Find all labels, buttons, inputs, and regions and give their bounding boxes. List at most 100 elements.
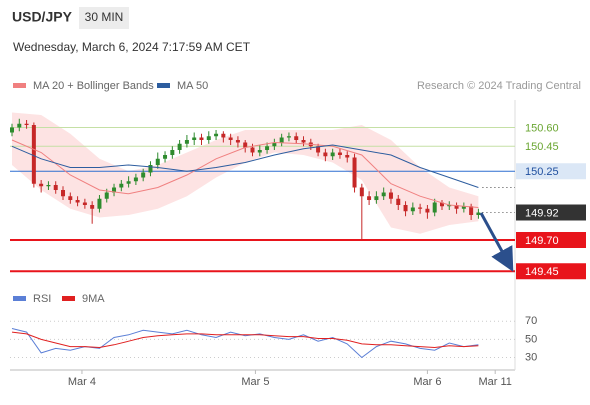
level-label-box (516, 263, 586, 280)
candle-body (367, 196, 372, 200)
candle-body (279, 137, 284, 143)
legend-label: MA 50 (177, 80, 208, 92)
candle-body (46, 185, 51, 187)
candle-body (425, 208, 430, 213)
candle-body (141, 172, 146, 178)
candle-body (316, 146, 321, 153)
candle-body (61, 190, 66, 197)
candle-body (374, 196, 379, 200)
candle-body (381, 192, 386, 197)
y-tick-label: 30 (525, 351, 537, 363)
candle-body (104, 192, 109, 199)
candle-body (31, 125, 36, 184)
level-label: 149.45 (525, 266, 559, 278)
candle-body (250, 147, 255, 153)
candle-body (418, 207, 423, 209)
candle-body (228, 137, 233, 140)
candle-body (432, 202, 437, 213)
level-label-box (516, 204, 586, 221)
candle-body (119, 183, 124, 188)
candle-body (447, 205, 452, 207)
candle-body (403, 205, 408, 212)
candle-body (257, 150, 262, 153)
candle-body (345, 155, 350, 158)
legend-swatch (13, 296, 26, 301)
y-tick-label: 70 (525, 315, 537, 327)
bollinger-band (12, 112, 479, 234)
candle-body (82, 202, 87, 205)
candle-body (461, 206, 466, 209)
x-tick-label: Mar 4 (68, 376, 96, 388)
candle-body (126, 181, 131, 184)
candle-body (148, 165, 153, 173)
candle-body (337, 152, 342, 155)
level-label-box (516, 232, 586, 248)
x-tick-label: Mar 5 (241, 376, 269, 388)
level-label: 150.45 (525, 141, 559, 153)
candle-body (24, 123, 29, 125)
candle-body (323, 152, 328, 157)
candle-body (97, 198, 102, 209)
candle-body (214, 133, 219, 137)
candle-body (359, 187, 364, 197)
candle-body (112, 187, 117, 193)
candle-body (192, 137, 197, 140)
timeframe: 30 MIN (85, 10, 124, 24)
forecast-arrow (479, 212, 514, 272)
candle-body (476, 212, 481, 215)
candle-body (133, 177, 138, 182)
legend-label: RSI (33, 293, 51, 305)
x-tick-label: Mar 6 (413, 376, 441, 388)
candle-body (221, 133, 226, 138)
level-label: 150.60 (525, 122, 559, 134)
candle-body (177, 143, 182, 150)
level-label: 149.70 (525, 235, 559, 247)
candle-body (439, 202, 444, 207)
candle-body (90, 205, 95, 209)
symbol: USD/JPY (12, 9, 73, 25)
candle-body (469, 206, 474, 215)
timestamp: Wednesday, March 6, 2024 7:17:59 AM CET (13, 40, 251, 54)
indicator-line (11, 328, 479, 359)
candle-body (53, 185, 58, 190)
candle-body (410, 207, 415, 212)
candle-body (396, 198, 401, 205)
indicator-line (11, 331, 479, 349)
legend-swatch (13, 83, 26, 88)
credit: Research © 2024 Trading Central (417, 80, 581, 92)
moving-average (11, 144, 479, 188)
plot-layer: 150.60 150.45 150.25 149.92 149.70 149.45 MA 2… (10, 80, 586, 388)
candle-body (10, 127, 14, 133)
candle-body (163, 155, 168, 159)
level-label: 150.25 (525, 166, 559, 178)
candle-body (39, 183, 44, 187)
candle-body (75, 200, 80, 203)
candle-body (235, 140, 240, 143)
candle-body (170, 150, 175, 155)
timeframe-box (79, 7, 129, 29)
legend-swatch (62, 296, 75, 301)
candle-body (155, 158, 160, 165)
candle-body (265, 146, 270, 150)
x-tick-label: Mar 11 (478, 376, 511, 388)
candle-body (286, 136, 291, 138)
candle-body (388, 192, 393, 199)
candle-body (301, 140, 306, 143)
candle-body (352, 157, 357, 188)
candle-body (206, 136, 211, 140)
level-label-box (516, 163, 586, 180)
candle-body (294, 136, 299, 140)
candle-body (184, 140, 189, 144)
legend-label: 9MA (82, 293, 105, 305)
y-tick-label: 50 (525, 333, 537, 345)
level-label: 149.92 (525, 207, 559, 219)
candle-body (68, 196, 73, 200)
candle-body (17, 123, 22, 128)
candle-body (272, 142, 277, 147)
legend-label: MA 20 + Bollinger Bands (33, 80, 154, 92)
legend-swatch (157, 83, 170, 88)
candle-body (454, 205, 459, 209)
candle-body (199, 137, 204, 140)
